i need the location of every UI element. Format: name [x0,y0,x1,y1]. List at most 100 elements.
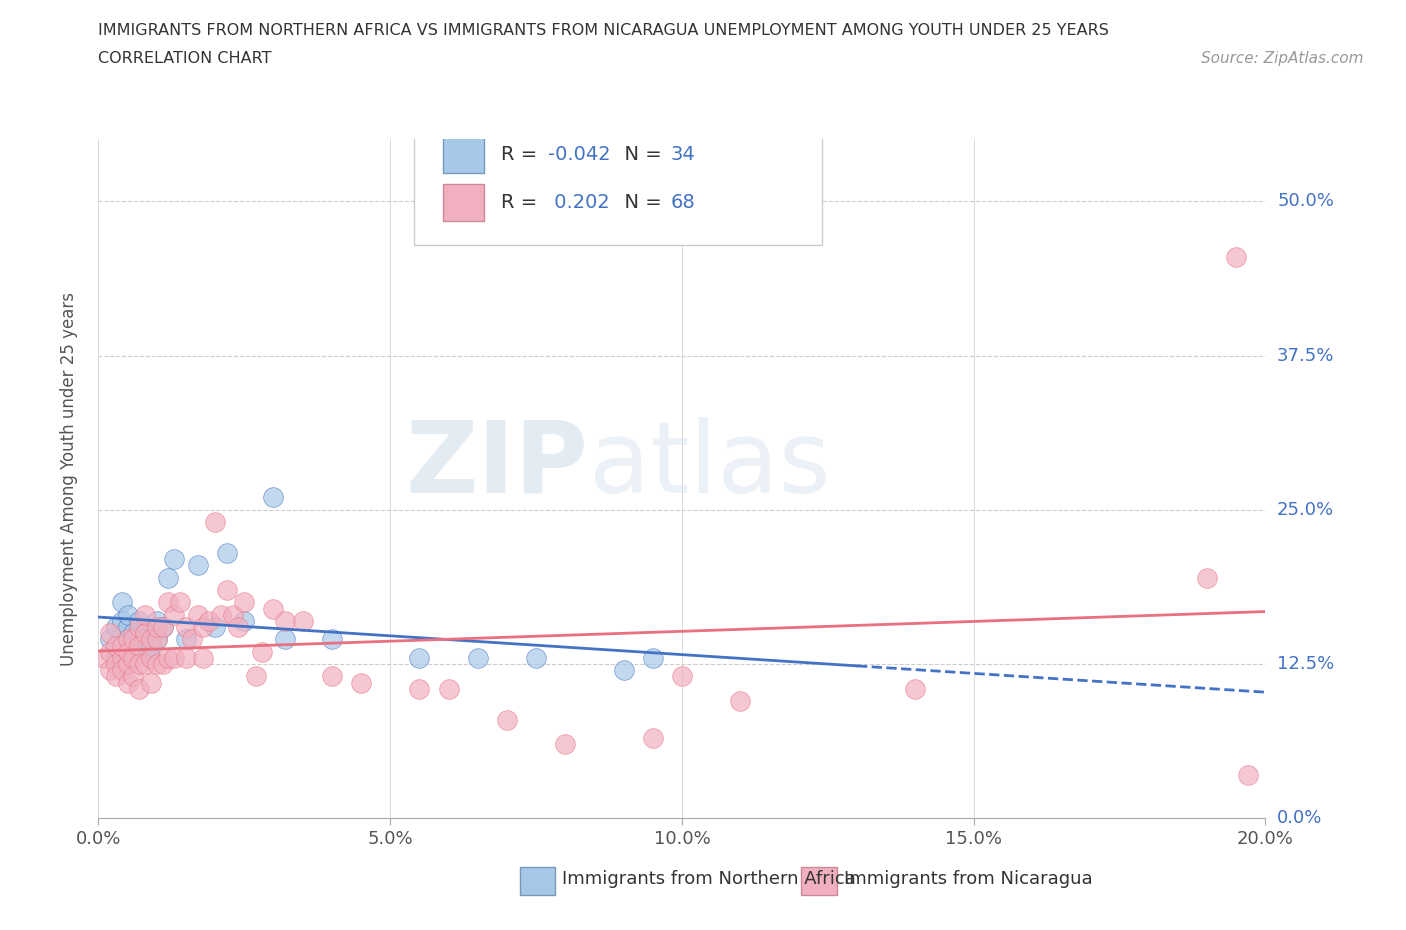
Point [187,607,209,622]
Point [134,657,156,671]
Text: 25.0%: 25.0% [1277,501,1334,519]
Point [134,626,156,641]
Point [104,619,127,634]
Point [104,669,127,684]
Point [111,638,134,653]
Point [104,657,127,671]
Point [174,632,197,647]
Point [1237,768,1260,783]
Text: 68: 68 [671,193,695,212]
Point [117,675,139,690]
Point [146,619,169,634]
Text: N =: N = [612,145,668,165]
Point [408,682,430,697]
Point [169,595,191,610]
Point [262,601,284,616]
Point [408,650,430,665]
Point [139,638,162,653]
Point [139,650,162,665]
FancyBboxPatch shape [443,183,484,221]
Text: 12.5%: 12.5% [1277,655,1334,673]
Point [139,675,162,690]
Text: IMMIGRANTS FROM NORTHERN AFRICA VS IMMIGRANTS FROM NICARAGUA UNEMPLOYMENT AMONG : IMMIGRANTS FROM NORTHERN AFRICA VS IMMIG… [98,23,1109,38]
Point [187,558,209,573]
Point [233,595,256,610]
Point [146,632,169,647]
Text: Source: ZipAtlas.com: Source: ZipAtlas.com [1201,51,1364,66]
Point [117,607,139,622]
Point [163,551,186,566]
Point [904,682,927,697]
Point [122,638,145,653]
Point [209,607,232,622]
Point [134,607,156,622]
Text: R =: R = [501,193,544,212]
Point [117,619,139,634]
Point [152,619,174,634]
Point [612,663,634,678]
Point [98,644,121,659]
Point [180,632,202,647]
Point [146,614,169,629]
Point [93,650,115,665]
Point [152,619,174,634]
Point [321,632,343,647]
Text: R =: R = [501,145,544,165]
Point [233,614,256,629]
Point [98,626,121,641]
Point [671,669,693,684]
Text: Immigrants from Nicaragua: Immigrants from Nicaragua [844,870,1092,888]
Text: 0.202: 0.202 [548,193,609,212]
Point [437,682,460,697]
Point [128,657,150,671]
Text: 0.0%: 0.0% [1277,809,1323,828]
Point [245,669,267,684]
Point [524,650,547,665]
Point [117,632,139,647]
Point [122,626,145,641]
Point [139,632,162,647]
Point [117,657,139,671]
Point [174,650,197,665]
Point [111,614,134,629]
Point [495,712,517,727]
Point [1225,249,1247,264]
Point [128,638,150,653]
Point [104,638,127,653]
Point [134,632,156,647]
Point [193,619,215,634]
Point [274,614,297,629]
Point [554,737,576,751]
Point [728,694,751,709]
Point [174,619,197,634]
Point [128,638,150,653]
Point [128,682,150,697]
Point [98,632,121,647]
Point [321,669,343,684]
Point [350,675,373,690]
FancyBboxPatch shape [443,136,484,174]
Point [262,490,284,505]
Point [198,614,221,629]
Text: Immigrants from Northern Africa: Immigrants from Northern Africa [562,870,856,888]
Text: -0.042: -0.042 [548,145,610,165]
Point [1195,570,1218,585]
Point [128,614,150,629]
Point [204,619,226,634]
Point [117,644,139,659]
Point [641,650,664,665]
Point [215,582,238,597]
Point [122,632,145,647]
Point [111,650,134,665]
Point [157,650,180,665]
Point [291,614,314,629]
Point [641,731,664,746]
Point [467,650,489,665]
Point [274,632,297,647]
Text: 50.0%: 50.0% [1277,193,1334,210]
Text: atlas: atlas [589,417,830,514]
Point [122,669,145,684]
Point [122,650,145,665]
Point [157,595,180,610]
Point [146,657,169,671]
